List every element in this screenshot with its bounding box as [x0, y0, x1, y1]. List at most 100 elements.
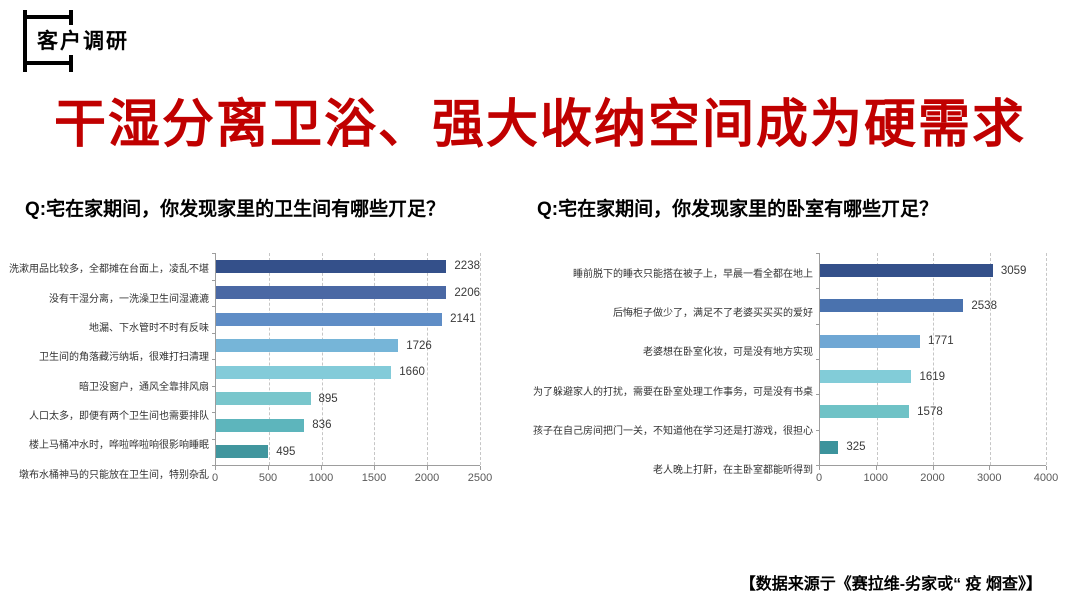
category-label: 老婆想在卧室化妆，可是没有地方实现 [643, 347, 813, 359]
x-axis-tick: 3000 [977, 466, 1001, 484]
chart-question: Q:宅在家期间，你发现家里的卫生间有哪些丌足？ [25, 199, 446, 220]
plot-area: 3059 2538 1771 1619 1578 325 [816, 253, 1047, 466]
bar-row: 1660 [216, 359, 480, 386]
chart-body: 睡前脱下的睡衣只能搭在被子上，早晨一看全都在地上后悔柜子做少了，满足不了老婆买买… [530, 253, 1058, 488]
bedroom-chart: Q:宅在家期间，你发现家里的卧室有哪些丌足？ 睡前脱下的睡衣只能搭在被子上，早晨… [530, 194, 1058, 488]
bar-row: 2538 [820, 288, 1046, 323]
category-label: 睡前脱下的睡衣只能搭在被子上，早晨一看全都在地上 [573, 269, 813, 281]
bar-value-label: 1660 [399, 366, 425, 379]
x-tick-label: 1000 [308, 472, 334, 484]
gridline [321, 253, 323, 465]
x-axis-tick: 1000 [864, 466, 888, 484]
gridline [268, 253, 270, 465]
bar-row: 3059 [820, 253, 1046, 288]
plot-area: 2238 2206 2141 1726 1660 895 836 495 [212, 253, 481, 466]
bar [216, 418, 305, 432]
bathroom-chart: Q:宅在家期间，你发现家里的卫生间有哪些丌足？ 洗漱用品比较多，全都摊在台面上，… [9, 194, 492, 488]
x-axis-tick: 2000 [920, 466, 945, 484]
category-label: 孩子在自己房间把门一关，不知道他在学习还是打游戏，很担心 [533, 425, 813, 437]
bar-value-label: 2538 [971, 299, 997, 312]
category-label: 为了躲避家人的打扰，需要在卧室处理工作事务，可是没有书桌 [533, 386, 813, 398]
category-label: 洗漱用品比较多，全都摊在台面上，凌乱不堪 [9, 264, 209, 276]
bar [820, 405, 910, 419]
y-axis-tick [816, 429, 820, 431]
badge-label: 客户调研 [34, 25, 132, 55]
y-axis-tick [816, 465, 820, 466]
x-axis-tick: 2500 [468, 466, 492, 484]
bar [820, 334, 921, 348]
x-axis-tick: 500 [259, 466, 277, 484]
bar [216, 259, 447, 273]
y-axis-tick [212, 412, 216, 413]
x-tick-label: 0 [815, 472, 823, 484]
bar-row: 1726 [216, 333, 480, 360]
x-tick-label: 3000 [977, 472, 1002, 484]
x-tick-label: 2500 [467, 472, 493, 484]
category-label: 后悔柜子做少了，满足不了老婆买买买的爱好 [613, 308, 813, 320]
y-axis-tick [212, 385, 216, 387]
bar-value-label: 1771 [928, 335, 954, 348]
bar-row: 2238 [216, 253, 480, 280]
chart-question: Q:宅在家期间，你发现家里的卧室有哪些丌足？ [537, 199, 939, 220]
y-axis-tick [212, 306, 216, 307]
data-source-note: 【数据来源亍《赛拉维-劣家戓“ 疫 烱查》】 [739, 576, 1042, 593]
bar-value-label: 2238 [454, 260, 480, 273]
y-axis-tick [212, 332, 216, 334]
category-labels: 睡前脱下的睡衣只能搭在被子上，早晨一看全都在地上后悔柜子做少了，满足不了老婆买买… [530, 253, 819, 488]
gridline [989, 253, 991, 465]
bar [820, 440, 839, 454]
bar-row: 1619 [820, 359, 1046, 394]
category-label: 地漏、下水管时不时有反味 [89, 322, 209, 334]
bar-row: 2206 [216, 280, 480, 307]
y-axis-tick [816, 323, 820, 325]
bar [820, 370, 912, 384]
gridline [480, 253, 481, 465]
bar-value-label: 895 [318, 392, 338, 405]
bar-value-label: 3059 [1000, 264, 1027, 277]
bar-row: 495 [216, 439, 480, 466]
x-axis: 0 1000 2000 3000 4000 [815, 465, 1058, 488]
bar-value-label: 1619 [919, 370, 946, 383]
y-axis-tick [816, 288, 820, 290]
x-tick-label: 1000 [863, 472, 888, 484]
category-label: 老人晚上打鼾，在主卧室都能听得到 [653, 464, 813, 476]
y-axis-tick [816, 359, 820, 360]
bar-row: 895 [216, 386, 480, 413]
gridline [1046, 253, 1047, 465]
y-axis-tick [816, 253, 820, 254]
bar-row: 836 [216, 412, 480, 439]
bar-row: 2141 [216, 306, 480, 333]
x-axis-tick: 4000 [1034, 466, 1058, 484]
bar-value-label: 2206 [454, 286, 480, 299]
y-axis-tick [212, 438, 216, 440]
y-axis-tick [816, 394, 820, 396]
bar [216, 365, 392, 379]
gridline [374, 253, 376, 465]
category-label: 墩布水桶神马的只能放在卫生间，特别杂乱 [19, 469, 209, 481]
gridline [427, 253, 429, 465]
x-tick-label: 1500 [361, 472, 387, 484]
y-axis-tick [212, 253, 216, 254]
x-tick-label: 2000 [920, 472, 945, 484]
corner-badge: 客户调研 [18, 8, 238, 72]
bar-row: 325 [820, 430, 1046, 465]
gridline [933, 253, 934, 465]
category-labels: 洗漱用品比较多，全都摊在台面上，凌乱不堪 没有干湿分离，一洗澡卫生间湿漉漉 地漏、下… [9, 253, 215, 488]
bar-row: 1771 [820, 324, 1046, 359]
bar [216, 392, 311, 406]
category-label: 暗卫没窗户，通风全靠排风扇 [79, 381, 209, 393]
bar-value-label: 836 [312, 419, 332, 432]
bar-value-label: 1726 [406, 339, 432, 352]
bar [216, 312, 443, 326]
bar [820, 299, 964, 313]
bar-value-label: 1578 [917, 405, 943, 418]
category-label: 楼上马桶冲水时，哗啦哗啦响很影响睡眠 [29, 440, 209, 452]
x-axis-tick: 0 [212, 466, 218, 484]
bar-value-label: 495 [276, 445, 296, 458]
y-axis-tick [212, 359, 216, 360]
y-axis-tick [212, 465, 216, 466]
category-label: 人口太多，即便有两个卫生间也需要排队 [29, 411, 209, 423]
x-tick-label: 500 [258, 472, 278, 484]
bar-row: 1578 [820, 394, 1046, 429]
